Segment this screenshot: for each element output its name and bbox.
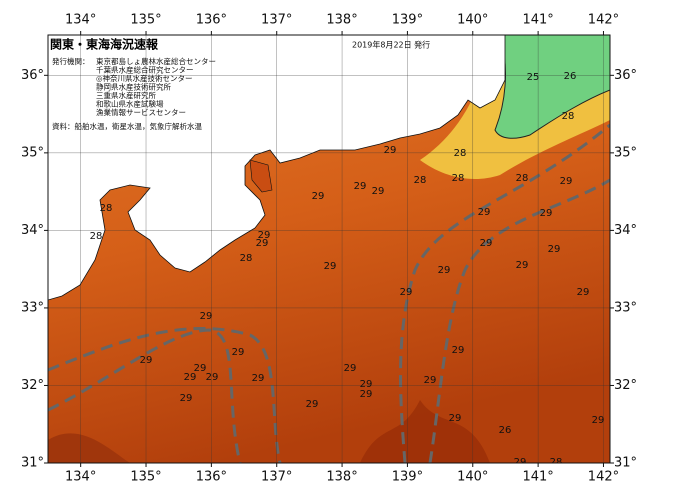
current-axis [48,123,610,463]
contour-label: 28 [562,111,575,122]
bottom-lon-label: 134° [65,470,96,485]
contour-label: 29 [354,181,367,192]
contour-label: 29 [312,191,325,202]
bottom-lon-label: 140° [457,470,488,485]
agency: ◎神奈川県水産技術センター [96,73,193,83]
bottom-lon-label: 135° [130,470,161,485]
contour-label: 29 [577,287,590,298]
warm-patch [48,433,130,463]
contour-label: 28 [516,173,529,184]
contour-label: 28 [414,175,427,186]
bottom-lon-label: 136° [196,470,227,485]
contour-label: 29 [258,230,271,241]
contour-label: 29 [206,372,219,383]
right-lat-label: 31° [614,456,637,471]
grid [48,35,610,463]
contour-label: 29 [194,363,207,374]
warm-patch [360,400,490,463]
top-lon-label: 139° [392,13,423,28]
contour-label: 29 [252,373,265,384]
agency: 和歌山県水産試験場 [96,99,164,109]
contour-label: 29 [140,355,153,366]
contour-label: 29 [360,389,373,400]
contour-label: 29 [360,379,373,390]
contour-label: 29 [424,375,437,386]
contour-label: 29 [592,415,605,426]
contour-label: 29 [449,413,462,424]
contour-label: 25 [527,72,540,83]
top-lon-label: 140° [457,13,488,28]
bottom-lon-label: 141° [522,470,553,485]
contour-label: 29 [324,261,337,272]
left-lat-label: 35° [21,145,44,160]
agency: 東京都島しょ農林水産総合センター [96,56,216,66]
contour-label: 29 [200,311,213,322]
agency: 漁業情報サービスセンター [96,107,186,117]
bottom-lon-label: 139° [392,470,423,485]
contour-label: 28 [240,253,253,264]
issue-date: 2019年8月22日 発行 [352,40,430,50]
contour-label: 29 [480,238,493,249]
contour-label: 29 [400,287,413,298]
top-lon-label: 137° [261,13,292,28]
top-lon-label: 141° [522,13,553,28]
land [48,35,506,301]
agency: 三重県水産研究所 [96,90,156,100]
contour-label: 28 [454,148,467,159]
contour-label: 28 [550,457,563,468]
contour-label: 28 [90,231,103,242]
top-lon-label: 135° [130,13,161,28]
contour-label: 29 [344,363,357,374]
contour-label: 29 [514,457,527,468]
contour-label: 29 [478,207,491,218]
left-lat-label: 34° [21,223,44,238]
agency-list: 東京都島しょ農林水産総合センター千葉県水産総合研究センター◎神奈川県水産技術セン… [96,56,216,117]
contour-label: 29 [306,399,319,410]
contour-label: 28 [452,173,465,184]
contour-label: 29 [560,176,573,187]
map-title: 関東・東海海況速報 [50,37,159,52]
agency: 静岡県水産技術研究所 [96,82,171,92]
contour-label: 29 [384,145,397,156]
right-lat-label: 36° [614,68,637,83]
right-lat-label: 34° [614,223,637,238]
map-frame [47,34,611,464]
left-lat-label: 33° [21,300,44,315]
contour-label: 29 [184,372,197,383]
contour-label: 29 [372,186,385,197]
left-lat-label: 36° [21,68,44,83]
contour-label: 29 [548,244,561,255]
contour-label: 29 [180,393,193,404]
contour-label: 26 [499,425,512,436]
contour-label: 29 [452,345,465,356]
bottom-lon-label: 138° [326,470,357,485]
right-lat-label: 32° [614,378,637,393]
bay [249,159,273,193]
contour-label: 29 [516,260,529,271]
left-lat-label: 32° [21,378,44,393]
data-source: 資料：船舶水温，衛星水温，気象庁解析水温 [52,121,202,131]
contour-label: 29 [256,238,269,249]
top-lon-label: 138° [326,13,357,28]
top-lon-label: 142° [588,13,619,28]
contour-label: 29 [540,208,553,219]
bottom-lon-label: 137° [261,470,292,485]
left-lat-label: 31° [21,456,44,471]
agency: 千葉県水産総合研究センター [96,65,194,75]
agencies-label: 発行機関： [52,56,90,66]
contour-label: 29 [232,347,245,358]
right-lat-label: 33° [614,300,637,315]
cold-water [494,35,610,139]
top-lon-label: 136° [196,13,227,28]
contour-label: 28 [100,203,113,214]
contour-label: 29 [438,265,451,276]
contour-label: 26 [564,71,577,82]
right-lat-label: 35° [614,145,637,160]
bottom-lon-label: 142° [588,470,619,485]
top-lon-label: 134° [65,13,96,28]
